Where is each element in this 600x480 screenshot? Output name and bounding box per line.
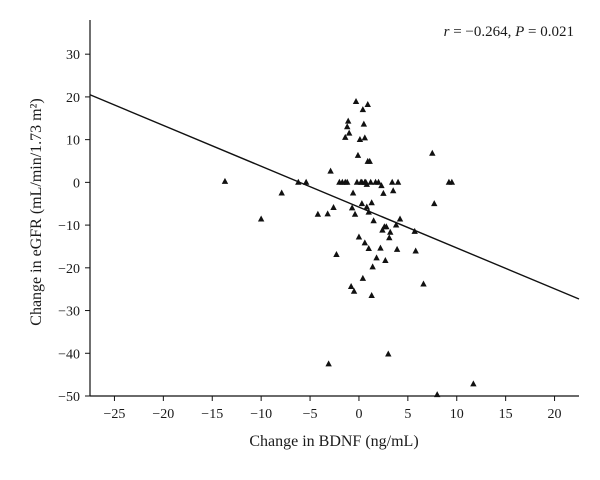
- data-point-triangle: [350, 287, 358, 294]
- data-point-triangle: [412, 247, 419, 254]
- x-axis-title: Change in BDNF (ng/mL): [249, 433, 418, 450]
- data-point-triangle: [348, 204, 356, 211]
- correlation-annotation: r = −0.264, P = 0.021: [444, 24, 574, 40]
- x-ticks: −25 −20 −15 −10 −5 0 5 10 15 20: [103, 396, 562, 422]
- data-point-triangle: [389, 187, 397, 194]
- data-point-triangle: [387, 228, 394, 235]
- data-point-triangle: [351, 210, 359, 217]
- data-point-triangle: [370, 217, 377, 224]
- y-tick-label: −40: [58, 347, 80, 362]
- data-point-triangle: [378, 182, 385, 189]
- axes: [89, 20, 579, 397]
- data-point-triangle: [365, 244, 372, 251]
- data-point-triangle: [344, 117, 352, 124]
- x-tick-label: −5: [303, 407, 318, 422]
- data-point-triangle: [366, 157, 373, 164]
- y-tick-label: 10: [66, 134, 80, 149]
- x-tick-label: 20: [548, 407, 562, 422]
- data-point-triangle: [393, 245, 401, 252]
- y-tick-label: 0: [73, 176, 80, 191]
- data-point-triangle: [359, 106, 367, 113]
- x-tick-label: −15: [201, 407, 223, 422]
- data-point-triangle: [353, 178, 361, 185]
- y-axis-title: Change in eGFR (mL/min/1.73 m²): [28, 98, 45, 325]
- data-point-triangle: [392, 221, 400, 228]
- y-tick-label: −10: [58, 219, 80, 234]
- y-tick-label: −50: [58, 390, 80, 405]
- data-point-triangle: [382, 256, 389, 263]
- data-point-triangle: [361, 134, 369, 141]
- data-point-triangle: [355, 233, 363, 240]
- data-point-triangle: [361, 178, 369, 185]
- data-point-triangle: [368, 199, 375, 206]
- r-label: r: [444, 24, 450, 40]
- data-point-triangle: [396, 215, 404, 222]
- x-tick-label: −25: [103, 407, 125, 422]
- data-point-triangle: [349, 189, 357, 196]
- data-point-triangle: [386, 234, 393, 241]
- y-ticks: −50 −40 −30 −20 −10 0 10 20 30: [58, 48, 90, 405]
- regression-group: [89, 94, 580, 300]
- p-label: P: [514, 24, 524, 40]
- data-point-triangle: [448, 178, 456, 185]
- data-point-triangle: [354, 151, 362, 158]
- data-point-triangle: [368, 291, 375, 298]
- data-point-triangle: [325, 360, 332, 367]
- data-point-triangle: [324, 210, 331, 217]
- data-point-triangle: [314, 210, 322, 217]
- data-point-triangle: [257, 215, 265, 222]
- y-tick-label: −30: [58, 305, 80, 320]
- data-point-triangle: [221, 177, 229, 184]
- data-point-triangle: [347, 283, 355, 290]
- data-point-triangle: [333, 250, 340, 257]
- x-tick-label: 10: [450, 407, 464, 422]
- data-point-triangle: [356, 136, 364, 143]
- data-point-triangle: [377, 244, 384, 251]
- data-point-triangle: [342, 133, 349, 140]
- data-point-triangle: [344, 123, 351, 130]
- data-point-triangle: [369, 263, 376, 270]
- x-tick-label: 5: [404, 407, 411, 422]
- data-point-triangle: [278, 189, 285, 196]
- regression-line: [89, 94, 580, 300]
- data-point-triangle: [364, 101, 371, 107]
- data-point-triangle: [431, 200, 438, 207]
- data-point-triangle: [375, 178, 382, 185]
- data-point-triangle: [383, 223, 390, 230]
- y-axis-title-main: Change in eGFR (mL/min/1.73 m²): [28, 98, 45, 325]
- r-value: = −0.264,: [449, 24, 515, 40]
- data-point-triangle: [352, 98, 360, 105]
- data-point-triangle: [373, 254, 380, 261]
- data-point-triangle: [379, 226, 386, 233]
- data-point-triangle: [385, 350, 392, 357]
- data-point-triangle: [470, 380, 477, 387]
- data-point-triangle: [342, 178, 349, 185]
- data-point-triangle: [394, 178, 402, 185]
- data-points: [221, 98, 477, 398]
- data-point-triangle: [367, 178, 374, 185]
- data-point-triangle: [389, 178, 396, 185]
- data-point-triangle: [420, 280, 427, 287]
- data-point-triangle: [302, 178, 310, 185]
- data-point-triangle: [429, 149, 436, 156]
- data-point-triangle: [360, 120, 368, 127]
- y-tick-label: 20: [66, 91, 80, 106]
- x-tick-label: 15: [499, 407, 513, 422]
- data-point-triangle: [433, 391, 441, 398]
- data-point-triangle: [358, 200, 366, 207]
- data-point-triangle: [359, 274, 367, 281]
- data-point-triangle: [363, 203, 370, 210]
- x-tick-label: 0: [355, 407, 362, 422]
- data-point-triangle: [361, 239, 369, 246]
- p-value: = 0.021: [524, 24, 574, 40]
- y-tick-label: −20: [58, 262, 80, 277]
- data-point-triangle: [327, 167, 334, 174]
- data-point-triangle: [345, 129, 353, 136]
- y-tick-label: 30: [66, 48, 80, 63]
- data-point-triangle: [330, 203, 337, 210]
- data-point-triangle: [380, 189, 387, 196]
- x-tick-label: −10: [250, 407, 272, 422]
- x-tick-label: −20: [152, 407, 174, 422]
